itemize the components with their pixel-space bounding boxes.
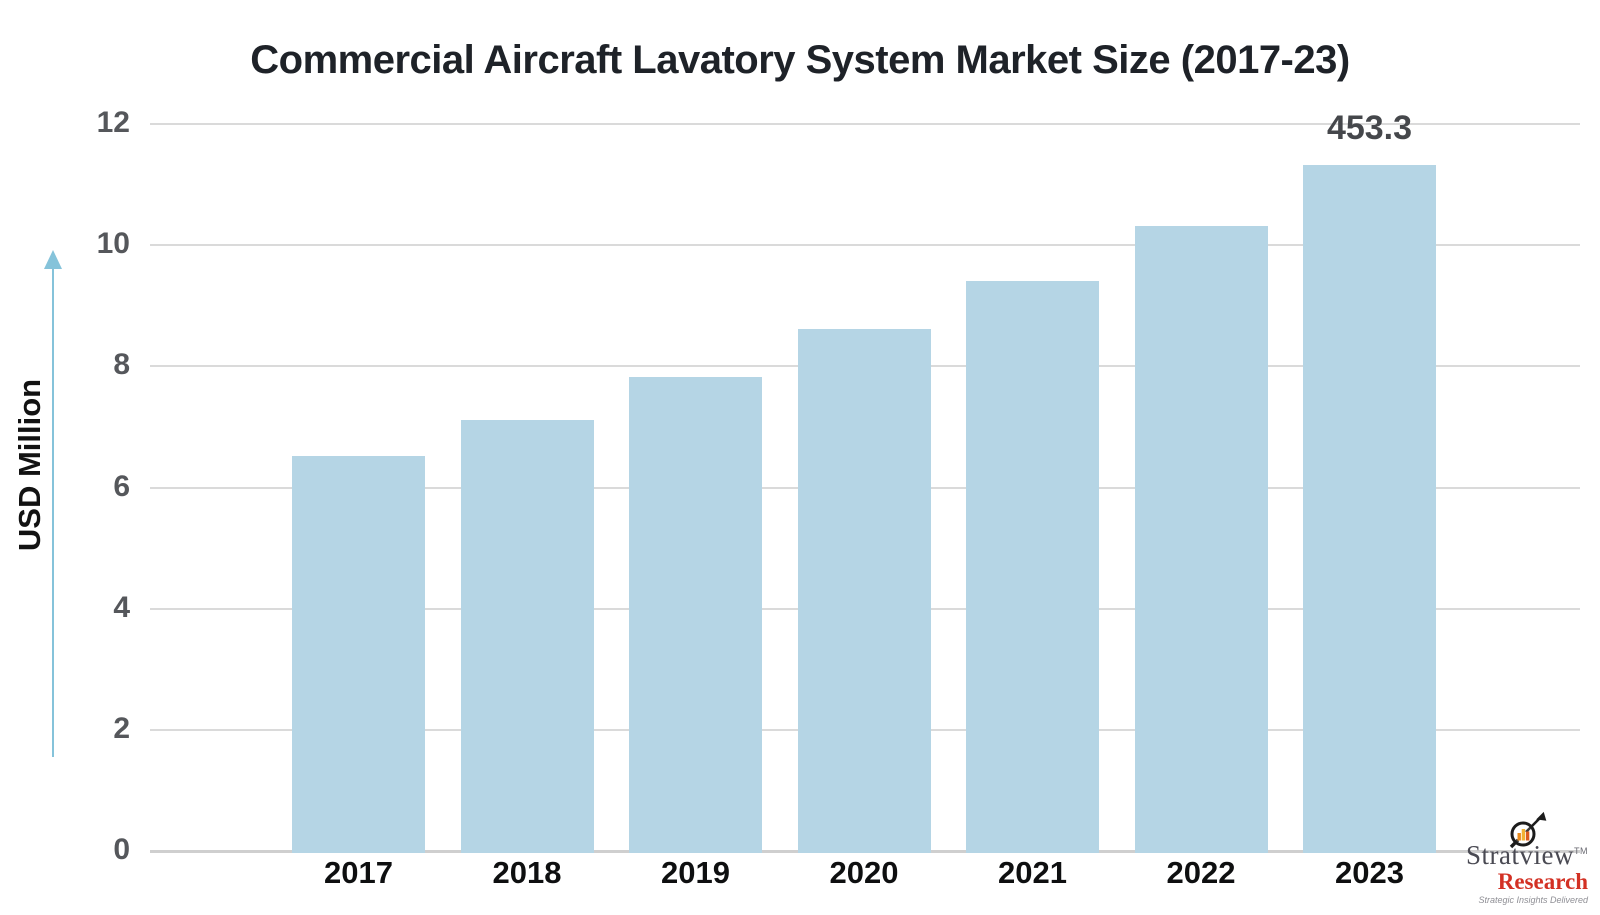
stratview-logo-tagline: Strategic Insights Delivered xyxy=(1478,895,1588,905)
stratview-logo-brand: StratviewTM xyxy=(1413,811,1588,870)
x-tick-label-2020: 2020 xyxy=(829,855,899,890)
logo-trademark: TM xyxy=(1574,846,1588,856)
y-tick-label-10: 10 xyxy=(96,227,130,261)
y-tick-label-2: 2 xyxy=(113,711,130,745)
gridline-y-10 xyxy=(150,244,1580,247)
x-tick-label-2023: 2023 xyxy=(1335,855,1404,890)
bar-2017 xyxy=(292,456,425,853)
y-tick-label-8: 8 xyxy=(113,348,130,382)
y-axis-title: USD Million xyxy=(12,378,47,552)
bar-2020 xyxy=(797,328,931,853)
bar-value-label-2023: 453.3 xyxy=(1326,109,1413,148)
y-tick-label-6: 6 xyxy=(113,469,130,503)
x-tick-label-2018: 2018 xyxy=(492,855,562,890)
x-tick-label-2019: 2019 xyxy=(661,855,730,890)
bar-2021 xyxy=(966,280,1099,853)
plot-area xyxy=(150,123,1580,853)
bar-2022 xyxy=(1134,225,1268,853)
stratview-logo: StratviewTM Research Strategic Ins xyxy=(1413,811,1588,907)
y-axis-arrow-head-icon xyxy=(44,250,62,269)
bar-2023 xyxy=(1303,165,1436,853)
x-tick-label-2017: 2017 xyxy=(324,855,393,890)
magnifier-chart-icon xyxy=(1506,810,1550,856)
bar-2018 xyxy=(460,419,594,853)
y-tick-label-0: 0 xyxy=(113,833,130,866)
y-axis-arrow-line xyxy=(52,268,54,757)
bar-2019 xyxy=(629,377,762,853)
y-tick-label-12: 12 xyxy=(96,106,130,139)
x-tick-label-2022: 2022 xyxy=(1166,855,1236,890)
x-tick-label-2021: 2021 xyxy=(998,855,1067,890)
y-tick-label-4: 4 xyxy=(113,590,130,624)
logo-brand-i: i xyxy=(1533,840,1542,870)
chart-title: Commercial Aircraft Lavatory System Mark… xyxy=(250,38,1350,82)
logo-brand-suffix: ew xyxy=(1541,840,1574,870)
gridline-y-12 xyxy=(150,123,1580,125)
stratview-logo-division: Research xyxy=(1497,869,1588,894)
